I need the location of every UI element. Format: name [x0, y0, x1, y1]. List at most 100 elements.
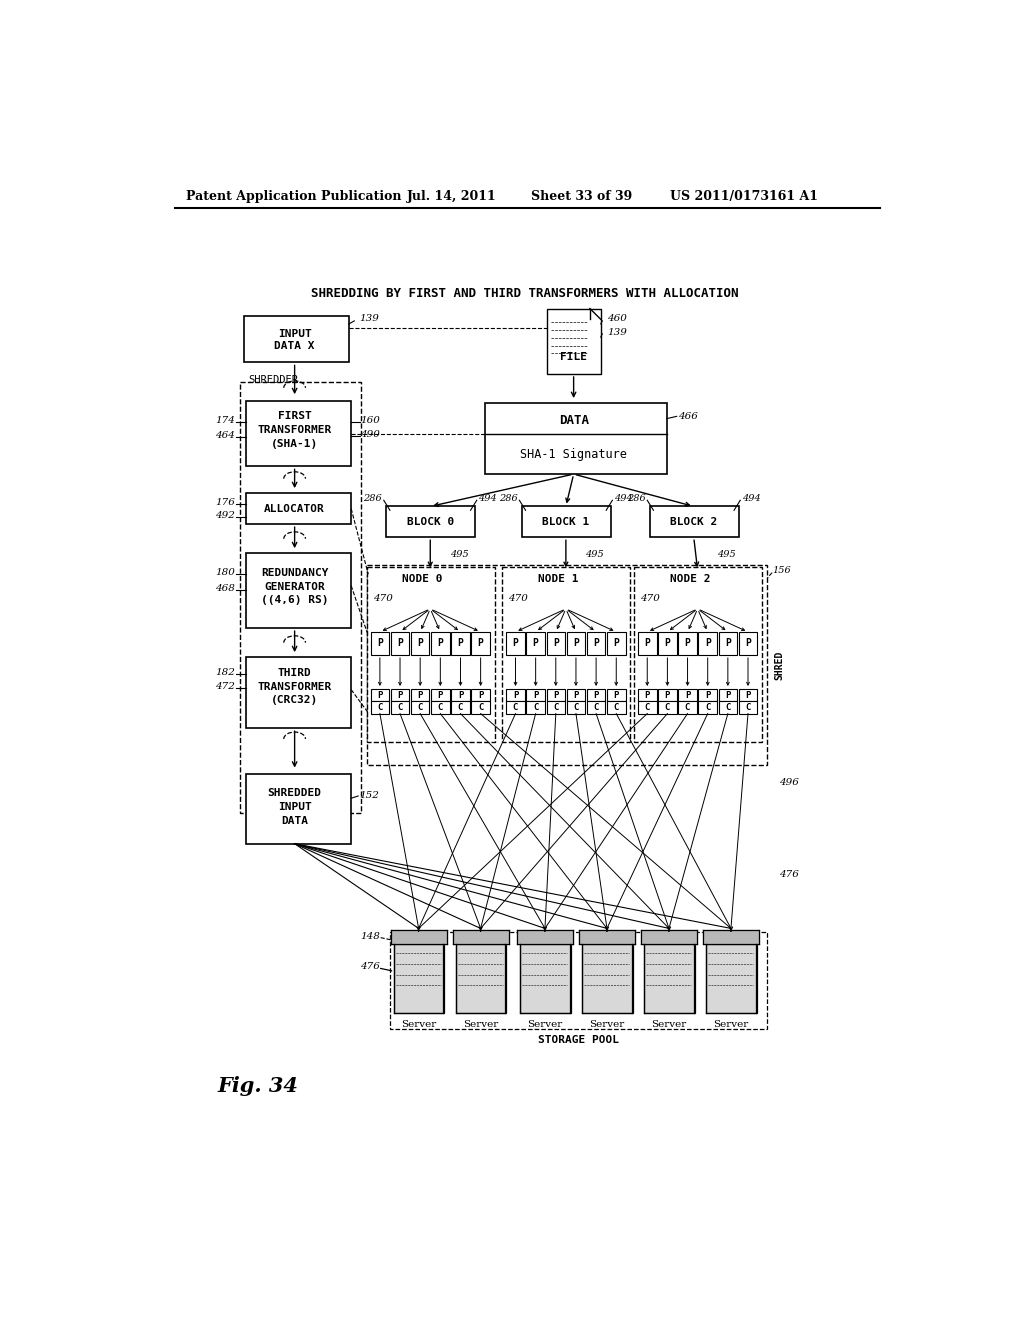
Text: 466: 466: [678, 412, 698, 421]
Text: P: P: [513, 690, 518, 700]
Text: P: P: [665, 690, 670, 700]
Polygon shape: [703, 929, 759, 944]
Text: C: C: [613, 704, 618, 711]
Text: C: C: [665, 704, 670, 711]
Bar: [698, 701, 717, 714]
Text: P: P: [437, 639, 443, 648]
Bar: [471, 689, 489, 701]
Text: C: C: [418, 704, 423, 711]
Bar: [367, 566, 495, 742]
Text: P: P: [573, 639, 579, 648]
Bar: [367, 565, 767, 766]
Text: P: P: [532, 690, 539, 700]
Bar: [391, 701, 410, 714]
Text: P: P: [377, 639, 383, 648]
Bar: [678, 689, 697, 701]
Text: Sheet 33 of 39: Sheet 33 of 39: [531, 190, 632, 203]
Text: GENERATOR: GENERATOR: [264, 582, 325, 591]
Text: P: P: [613, 690, 618, 700]
Text: 180: 180: [215, 568, 234, 577]
Text: 160: 160: [360, 416, 380, 425]
Text: 464: 464: [215, 432, 234, 440]
Text: P: P: [553, 639, 559, 648]
Text: P: P: [644, 639, 650, 648]
Text: 139: 139: [607, 327, 627, 337]
Text: SHRED: SHRED: [774, 651, 784, 680]
Text: P: P: [725, 639, 731, 648]
Bar: [245, 317, 349, 363]
Text: P: P: [417, 639, 423, 648]
Bar: [386, 507, 475, 537]
Text: ALLOCATOR: ALLOCATOR: [264, 504, 325, 513]
Polygon shape: [391, 929, 446, 944]
Polygon shape: [517, 929, 572, 944]
Text: 460: 460: [607, 314, 627, 323]
Bar: [678, 632, 697, 655]
Bar: [566, 689, 586, 701]
Bar: [456, 944, 506, 1014]
Bar: [547, 309, 601, 374]
Polygon shape: [579, 929, 635, 944]
Text: P: P: [477, 639, 483, 648]
Text: C: C: [745, 704, 751, 711]
Bar: [506, 632, 524, 655]
Text: 174: 174: [215, 416, 234, 425]
Polygon shape: [453, 929, 509, 944]
Text: P: P: [458, 690, 463, 700]
Bar: [607, 701, 626, 714]
Text: NODE 0: NODE 0: [402, 574, 442, 583]
Text: 139: 139: [359, 314, 379, 323]
Text: P: P: [613, 639, 620, 648]
Text: NODE 1: NODE 1: [538, 574, 579, 583]
Text: TRANSFORMER: TRANSFORMER: [257, 681, 332, 692]
Text: Server: Server: [714, 1020, 749, 1030]
Text: C: C: [437, 704, 443, 711]
Bar: [644, 944, 694, 1014]
Text: SHREDDED: SHREDDED: [267, 788, 322, 797]
Text: DATA: DATA: [559, 413, 589, 426]
Bar: [431, 689, 450, 701]
Text: C: C: [685, 704, 690, 711]
Text: 495: 495: [450, 550, 468, 560]
Text: 494: 494: [478, 494, 497, 503]
Text: REDUNDANCY: REDUNDANCY: [261, 568, 329, 578]
Bar: [658, 689, 677, 701]
Text: C: C: [478, 704, 483, 711]
Bar: [658, 632, 677, 655]
Text: Fig. 34: Fig. 34: [217, 1076, 298, 1096]
Text: P: P: [705, 690, 711, 700]
Bar: [431, 701, 450, 714]
Bar: [707, 944, 757, 1014]
Bar: [246, 657, 351, 729]
Text: 476: 476: [360, 962, 380, 972]
Bar: [526, 701, 545, 714]
Text: NODE 2: NODE 2: [670, 574, 710, 583]
Text: C: C: [377, 704, 383, 711]
Text: BLOCK 2: BLOCK 2: [670, 517, 718, 527]
Bar: [521, 507, 611, 537]
Text: 148: 148: [360, 932, 380, 941]
Bar: [649, 507, 738, 537]
Text: (SHA-1): (SHA-1): [271, 440, 318, 449]
Text: 490: 490: [360, 429, 380, 438]
Text: P: P: [553, 690, 558, 700]
Text: SHREDDER: SHREDDER: [248, 375, 298, 385]
Polygon shape: [641, 929, 697, 944]
Text: P: P: [594, 690, 599, 700]
Bar: [638, 689, 656, 701]
Bar: [587, 701, 605, 714]
Bar: [506, 701, 524, 714]
Text: BLOCK 1: BLOCK 1: [543, 517, 590, 527]
Text: Server: Server: [401, 1020, 436, 1030]
Text: 152: 152: [359, 792, 379, 800]
Text: P: P: [437, 690, 443, 700]
Text: SHA-1 Signature: SHA-1 Signature: [520, 449, 627, 462]
Text: ((4,6) RS): ((4,6) RS): [261, 595, 329, 606]
Text: Server: Server: [590, 1020, 625, 1030]
Bar: [526, 689, 545, 701]
Bar: [371, 689, 389, 701]
Text: 476: 476: [779, 870, 799, 879]
Text: INPUT: INPUT: [278, 329, 311, 339]
Text: 286: 286: [499, 494, 518, 503]
Bar: [698, 632, 717, 655]
